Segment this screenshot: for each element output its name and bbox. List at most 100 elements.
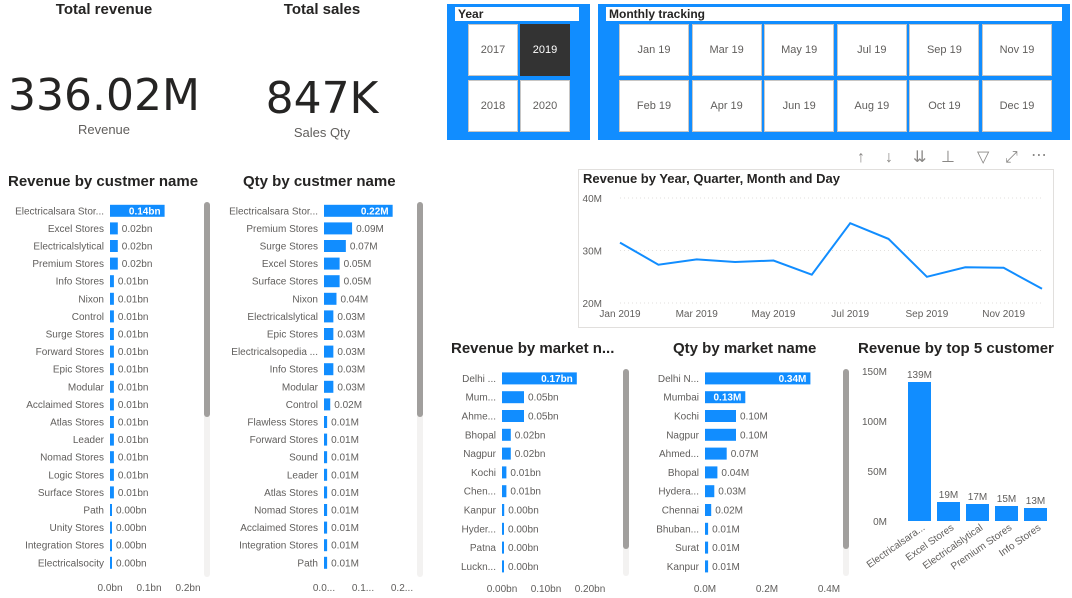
month-tile-jun-19[interactable]: Jun 19 (764, 80, 835, 132)
bar[interactable] (110, 416, 114, 428)
month-tile-dec-19[interactable]: Dec 19 (982, 80, 1052, 132)
expand-all-down-icon[interactable]: ⇊ (913, 149, 927, 166)
bar[interactable] (110, 292, 114, 305)
scrollbar-thumb[interactable] (623, 369, 629, 549)
bar[interactable] (324, 257, 340, 270)
revenue-by-market-chart[interactable]: Delhi ... 0.17bn Mum... 0.05bn Ahme... 0.05bn… (445, 363, 635, 598)
bar[interactable] (502, 466, 507, 479)
bar[interactable] (324, 451, 328, 464)
month-tile-oct-19[interactable]: Oct 19 (909, 80, 980, 132)
month-tile-sep-19[interactable]: Sep 19 (909, 24, 980, 76)
drill-down-icon[interactable]: ↓ (885, 149, 893, 166)
bar[interactable] (110, 240, 118, 252)
month-tile-mar-19[interactable]: Mar 19 (691, 24, 762, 76)
bar[interactable] (110, 521, 112, 534)
bar[interactable] (502, 410, 524, 422)
bar[interactable] (502, 391, 524, 404)
bar[interactable] (110, 539, 112, 552)
bar[interactable] (110, 222, 118, 235)
bar[interactable] (705, 504, 712, 516)
qty-by-market-chart[interactable]: Delhi N... 0.34M Mumbai 0.13M Kochi 0.10M Nagp… (640, 363, 852, 598)
bar[interactable] (705, 447, 727, 460)
year-tile-2017[interactable]: 2017 (468, 24, 518, 76)
year-tile-2018[interactable]: 2018 (468, 80, 518, 132)
bar[interactable] (324, 416, 328, 428)
bar[interactable] (705, 372, 811, 385)
expand-hierarchy-icon[interactable]: ⊥ (941, 149, 955, 166)
bar[interactable] (324, 204, 393, 217)
bar[interactable] (502, 485, 507, 498)
bar[interactable] (324, 275, 340, 288)
bar[interactable] (705, 485, 715, 498)
revenue-line[interactable] (619, 221, 1043, 290)
month-tile-nov-19[interactable]: Nov 19 (982, 24, 1052, 76)
bar[interactable] (324, 468, 328, 481)
bar[interactable] (324, 292, 337, 305)
bar[interactable] (110, 398, 114, 411)
bar[interactable] (324, 504, 328, 516)
year-tile-2019[interactable]: 2019 (520, 24, 570, 76)
bar[interactable] (324, 433, 328, 446)
revenue-top5-chart[interactable]: 150M100M50M0M139MElectricalsara...19MExc… (855, 360, 1070, 598)
filter-icon[interactable]: ▽ (977, 149, 990, 166)
month-tile-aug-19[interactable]: Aug 19 (836, 80, 907, 132)
bar[interactable] (110, 380, 114, 393)
bar[interactable] (110, 328, 114, 340)
drill-up-icon[interactable]: ↑ (857, 149, 865, 166)
bar[interactable] (110, 504, 112, 516)
bar[interactable] (502, 428, 511, 441)
scrollbar-thumb[interactable] (843, 369, 849, 549)
bar[interactable] (110, 556, 112, 569)
bar[interactable] (324, 363, 334, 376)
more-options-icon[interactable]: ⋯ (1031, 147, 1047, 164)
revenue-by-customer-chart[interactable]: Electricalsara Stor... 0.14bn Excel Stores… (0, 195, 215, 598)
bar[interactable] (966, 504, 989, 521)
bar[interactable] (995, 506, 1018, 521)
focus-mode-icon[interactable]: ⤢ (1005, 149, 1018, 166)
bar[interactable] (324, 240, 346, 252)
bar[interactable] (324, 310, 334, 323)
bar[interactable] (110, 363, 114, 376)
bar[interactable] (1024, 508, 1047, 521)
bar[interactable] (705, 522, 709, 535)
bar[interactable] (324, 539, 328, 552)
month-tile-jul-19[interactable]: Jul 19 (836, 24, 907, 76)
bar[interactable] (324, 398, 331, 411)
bar[interactable] (705, 541, 709, 554)
bar[interactable] (937, 502, 960, 521)
bar[interactable] (502, 372, 577, 385)
qty-by-customer-chart[interactable]: Electricalsara Stor... 0.22M Premium Store… (222, 195, 430, 598)
bar[interactable] (324, 328, 334, 340)
bar[interactable] (324, 556, 328, 569)
month-tile-may-19[interactable]: May 19 (764, 24, 835, 76)
revenue-by-period-chart[interactable]: Revenue by Year, Quarter, Month and Day 4… (578, 169, 1054, 329)
year-tile-2020[interactable]: 2020 (520, 80, 570, 132)
bar[interactable] (908, 382, 931, 521)
bar[interactable] (110, 275, 114, 288)
bar[interactable] (110, 468, 114, 481)
bar[interactable] (705, 391, 746, 404)
bar[interactable] (502, 504, 505, 516)
bar[interactable] (705, 410, 736, 422)
bar[interactable] (324, 380, 334, 393)
bar[interactable] (324, 521, 328, 534)
bar[interactable] (110, 310, 114, 323)
bar[interactable] (110, 257, 118, 270)
bar[interactable] (110, 433, 114, 446)
scrollbar-thumb[interactable] (417, 202, 423, 417)
bar[interactable] (502, 522, 504, 535)
bar[interactable] (502, 447, 511, 460)
bar[interactable] (502, 560, 504, 573)
month-tile-apr-19[interactable]: Apr 19 (691, 80, 762, 132)
bar[interactable] (502, 541, 504, 554)
month-tile-jan-19[interactable]: Jan 19 (619, 24, 689, 76)
bar[interactable] (110, 345, 114, 358)
scrollbar-thumb[interactable] (204, 202, 210, 417)
bar[interactable] (324, 222, 353, 235)
bar[interactable] (705, 560, 709, 573)
bar[interactable] (705, 428, 736, 441)
bar[interactable] (110, 486, 114, 499)
bar[interactable] (110, 204, 165, 217)
bar[interactable] (324, 486, 328, 499)
bar[interactable] (110, 451, 114, 464)
